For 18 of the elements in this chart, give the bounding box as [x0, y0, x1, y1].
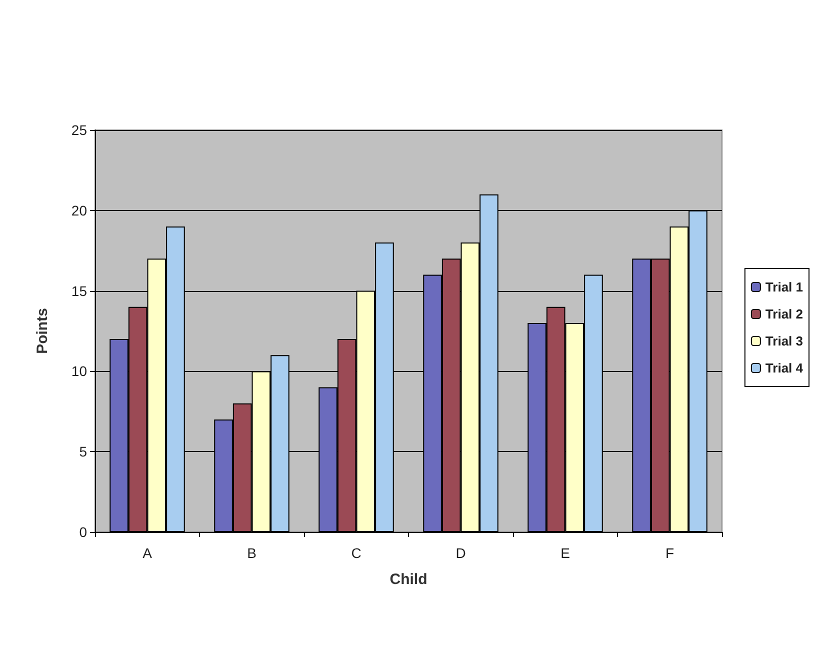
- x-axis-title: Child: [390, 571, 428, 588]
- legend-label: Trial 1: [765, 280, 803, 294]
- x-tick-label: B: [247, 545, 256, 561]
- x-tick-label: E: [560, 545, 570, 561]
- y-axis-title: Points: [34, 308, 51, 354]
- x-tick-label: A: [142, 545, 153, 561]
- legend-label: Trial 2: [765, 306, 803, 322]
- legend-label: Trial 4: [765, 360, 804, 376]
- y-tick-label: 5: [79, 444, 88, 460]
- y-tick-label: 0: [79, 524, 88, 540]
- x-tick-label: F: [665, 545, 674, 561]
- x-tick-label: D: [456, 545, 466, 561]
- y-tick-label: 10: [71, 363, 88, 380]
- x-tick-label: C: [351, 545, 362, 561]
- y-tick-label: 15: [71, 282, 88, 299]
- y-tick-label: 20: [71, 202, 88, 218]
- y-tick-label: 25: [71, 122, 88, 138]
- legend-label: Trial 3: [765, 334, 803, 348]
